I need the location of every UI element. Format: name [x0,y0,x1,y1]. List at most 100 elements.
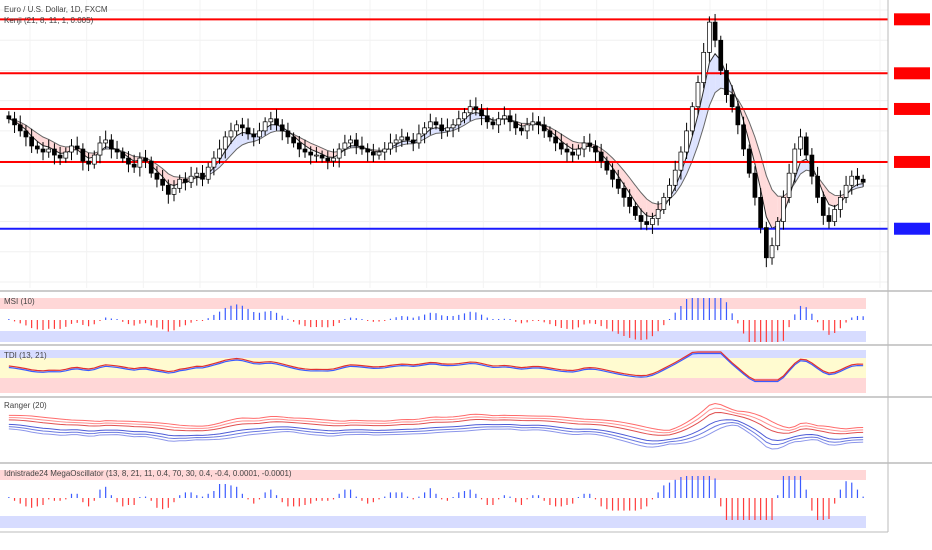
candle-body [798,136,803,150]
candle-body [97,142,103,156]
candle-body [473,106,479,111]
candle-body [12,118,17,126]
candle-body [171,187,177,195]
main-pane[interactable]: Euro / U.S. Dollar, 1D, FXCM Kenji (21, … [0,0,888,290]
candle-body [610,169,615,180]
candle-body [786,172,792,198]
msi-title: MSI (10) [4,297,35,306]
candle-body [353,139,359,147]
tdi-lines [8,351,864,383]
candle-body [126,157,131,165]
candle-body [17,124,23,132]
cloud-segment [766,175,773,229]
ranger-line [8,407,864,434]
candle-body [399,136,405,141]
candle-body [154,172,160,180]
candle-body [484,115,490,123]
candle-body [165,184,171,195]
level-tag [894,222,930,235]
candle-body [695,82,701,108]
candle-body [746,148,752,174]
mega-oscillator-pane[interactable]: Idnistrade24 MegaOscillator (13, 8, 21, … [0,469,866,528]
cloud-segment [168,173,175,186]
msi-upper-band [0,298,866,309]
candle-body [581,142,587,150]
candle-body [758,197,763,228]
candle-body [342,142,348,150]
candle-body [348,139,353,144]
msi-pane[interactable]: MSI (10) [0,297,866,342]
candle-body [114,148,120,153]
symbol-title: Euro / U.S. Dollar, 1D, FXCM [4,5,108,14]
candle-body [228,130,234,138]
cloud-segment [646,199,653,217]
candle-body [205,166,211,180]
cloud-segment [828,191,835,207]
candle-body [558,142,564,150]
candle-body [724,70,729,95]
candle-body [40,148,46,153]
candle-body [456,118,462,126]
cloud-segment [743,109,750,142]
candle-body [718,39,724,71]
candle-body [291,136,296,144]
candle-body [148,160,154,174]
candle-body [792,148,798,174]
cloud-segment [772,189,778,229]
candle-body [6,115,12,120]
candle-body [445,127,450,132]
cloud-segment [680,156,687,186]
candle-body [462,112,467,120]
tdi-low-band [0,378,866,393]
candle-body [530,121,536,126]
candle-body [23,130,29,138]
candle-body [826,215,832,222]
candle-body [371,151,376,156]
cloud-segment [43,137,49,147]
cloud-segment [162,168,169,184]
candle-body [217,148,222,159]
candle-body [416,133,422,144]
cloud-segment [396,141,402,147]
cloud-segment [555,130,562,142]
cloud-segment [464,114,471,126]
ranger-pane[interactable]: Ranger (20) [4,401,864,450]
cloud-segment [572,141,579,150]
cloud-segment [60,145,66,154]
candle-body [234,124,240,132]
candle-body [467,106,473,114]
candle-body [838,197,843,210]
ranger-line [8,411,864,436]
cloud-segment [823,184,829,205]
tdi-pane[interactable]: TDI (13, 21) [0,350,866,393]
candle-body [553,136,558,144]
candle-body [34,145,40,150]
candle-body [177,178,183,189]
candle-body [576,148,581,156]
level-tag [894,67,930,80]
candle-body [661,197,667,210]
candle-body [382,148,388,153]
mega-histogram [8,476,864,520]
candle-body [479,109,484,117]
candle-body [308,151,314,156]
candle-body [52,148,57,156]
candle-body [570,151,576,156]
candle-body [701,51,707,83]
candle-body [775,221,781,247]
candle-body [735,106,741,126]
tdi-fast-line [8,351,864,381]
candle-body [689,106,695,132]
candle-body [405,136,410,141]
cloud-segment [709,53,716,106]
candle-body [803,136,809,156]
candle-body [621,187,627,198]
candle-body [427,121,433,129]
candle-body [667,184,672,198]
candle-body [336,148,342,159]
cloud-segment [606,152,613,168]
cloud-segment [242,132,249,145]
candle-body [296,142,302,150]
ranger-line [8,424,864,450]
